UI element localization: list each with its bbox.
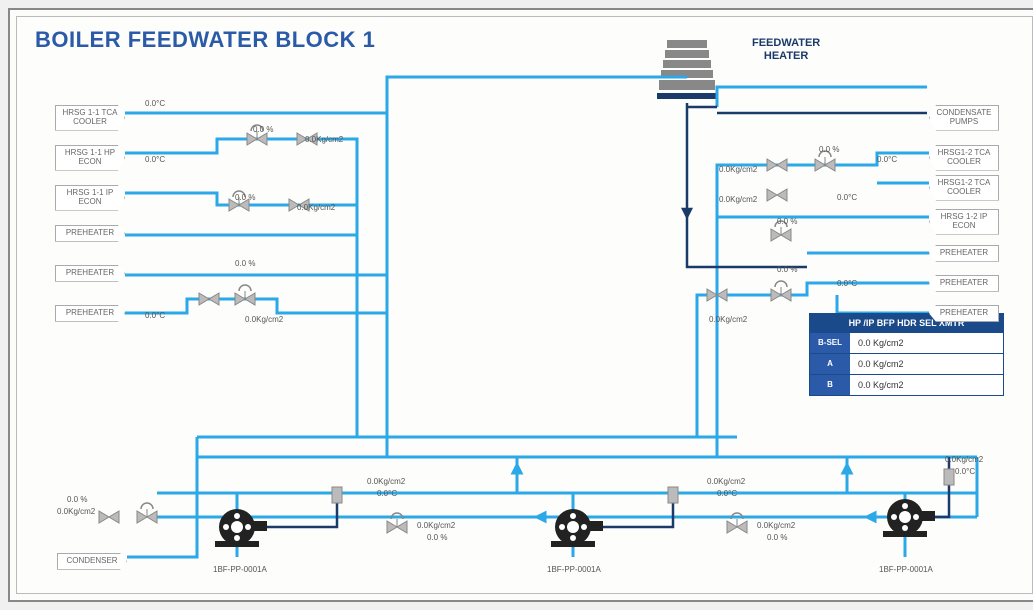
reading-value: 0.0Kg/cm2 xyxy=(757,521,795,530)
reading-value: 0.0Kg/cm2 xyxy=(417,521,455,530)
reading-value: 0.0Kg/cm2 xyxy=(945,455,983,464)
xmtr-table: HP /IP BFP HDR SEL XMTR B-SEL0.0 Kg/cm2 … xyxy=(809,313,1004,396)
reading-value: 0.0Kg/cm2 xyxy=(305,135,343,144)
diagram-inner: BOILER FEEDWATER BLOCK 1 FEEDWATERHEATER… xyxy=(16,16,1033,594)
reading-value: 0.0 % xyxy=(777,217,797,226)
reading-value: 0.0°C xyxy=(717,489,737,498)
valve-icon xyxy=(387,513,407,533)
feedwater-heater-icon xyxy=(657,35,717,105)
pump-label: 1BF-PP-0001A xyxy=(547,565,601,574)
valve-icon xyxy=(235,285,255,305)
reading-value: 0.0Kg/cm2 xyxy=(707,477,745,486)
pump-icon xyxy=(551,509,603,547)
pump-label: 1BF-PP-0001A xyxy=(879,565,933,574)
equipment-tag[interactable]: PREHEATER xyxy=(55,265,125,282)
pump-icon xyxy=(883,499,935,537)
reading-value: 0.0°C xyxy=(837,279,857,288)
reading-value: 0.0 % xyxy=(235,259,255,268)
reading-value: 0.0Kg/cm2 xyxy=(367,477,405,486)
valve-icon xyxy=(771,281,791,301)
reading-value: 0.0°C xyxy=(955,467,975,476)
valve-icon xyxy=(944,469,954,485)
table-row: B-SEL0.0 Kg/cm2 xyxy=(810,332,1003,353)
reading-value: 0.0°C xyxy=(145,311,165,320)
table-row: B0.0 Kg/cm2 xyxy=(810,374,1003,395)
valve-icon xyxy=(707,289,727,301)
pump-label: 1BF-PP-0001A xyxy=(213,565,267,574)
valve-icon xyxy=(199,293,219,305)
feedwater-heater-label: FEEDWATERHEATER xyxy=(752,37,820,63)
equipment-tag[interactable]: PREHEATER xyxy=(55,225,125,242)
equipment-tag[interactable]: PREHEATER xyxy=(55,305,125,322)
equipment-tag[interactable]: CONDENSER xyxy=(57,553,127,570)
diagram-frame: BOILER FEEDWATER BLOCK 1 FEEDWATERHEATER… xyxy=(8,8,1033,602)
reading-value: 0.0 % xyxy=(253,125,273,134)
reading-value: 0.0 % xyxy=(777,265,797,274)
piping-svg xyxy=(17,17,1032,593)
reading-value: 0.0Kg/cm2 xyxy=(719,165,757,174)
valve-icon xyxy=(767,159,787,171)
reading-value: 0.0°C xyxy=(837,193,857,202)
page-title: BOILER FEEDWATER BLOCK 1 xyxy=(35,27,375,53)
reading-value: 0.0 % xyxy=(767,533,787,542)
reading-value: 0.0 % xyxy=(235,193,255,202)
table-row: A0.0 Kg/cm2 xyxy=(810,353,1003,374)
valve-icon xyxy=(668,487,678,503)
equipment-tag[interactable]: HRSG 1-1 HP ECON xyxy=(55,145,125,171)
equipment-tag[interactable]: CONDENSATE PUMPS xyxy=(929,105,999,131)
reading-value: 0.0Kg/cm2 xyxy=(709,315,747,324)
equipment-tag[interactable]: HRSG1-2 TCA COOLER xyxy=(929,175,999,201)
equipment-tag[interactable]: HRSG 1-1 TCA COOLER xyxy=(55,105,125,131)
equipment-tag[interactable]: PREHEATER xyxy=(929,305,999,322)
pump-icon xyxy=(215,509,267,547)
valve-icon xyxy=(815,151,835,171)
equipment-tag[interactable]: HRSG 1-2 IP ECON xyxy=(929,209,999,235)
valve-icon xyxy=(99,511,119,523)
valve-icon xyxy=(332,487,342,503)
equipment-tag[interactable]: HRSG 1-1 IP ECON xyxy=(55,185,125,211)
valve-icon xyxy=(767,189,787,201)
equipment-tag[interactable]: PREHEATER xyxy=(929,245,999,262)
reading-value: 0.0Kg/cm2 xyxy=(245,315,283,324)
reading-value: 0.0°C xyxy=(145,99,165,108)
equipment-tag[interactable]: PREHEATER xyxy=(929,275,999,292)
reading-value: 0.0Kg/cm2 xyxy=(719,195,757,204)
reading-value: 0.0°C xyxy=(877,155,897,164)
reading-value: 0.0 % xyxy=(427,533,447,542)
reading-value: 0.0°C xyxy=(145,155,165,164)
reading-value: 0.0 % xyxy=(819,145,839,154)
reading-value: 0.0°C xyxy=(377,489,397,498)
valve-icon xyxy=(137,503,157,523)
equipment-tag[interactable]: HRSG1-2 TCA COOLER xyxy=(929,145,999,171)
reading-value: 0.0Kg/cm2 xyxy=(57,507,95,516)
reading-value: 0.0 % xyxy=(67,495,87,504)
valve-icon xyxy=(727,513,747,533)
reading-value: 0.0Kg/cm2 xyxy=(297,203,335,212)
